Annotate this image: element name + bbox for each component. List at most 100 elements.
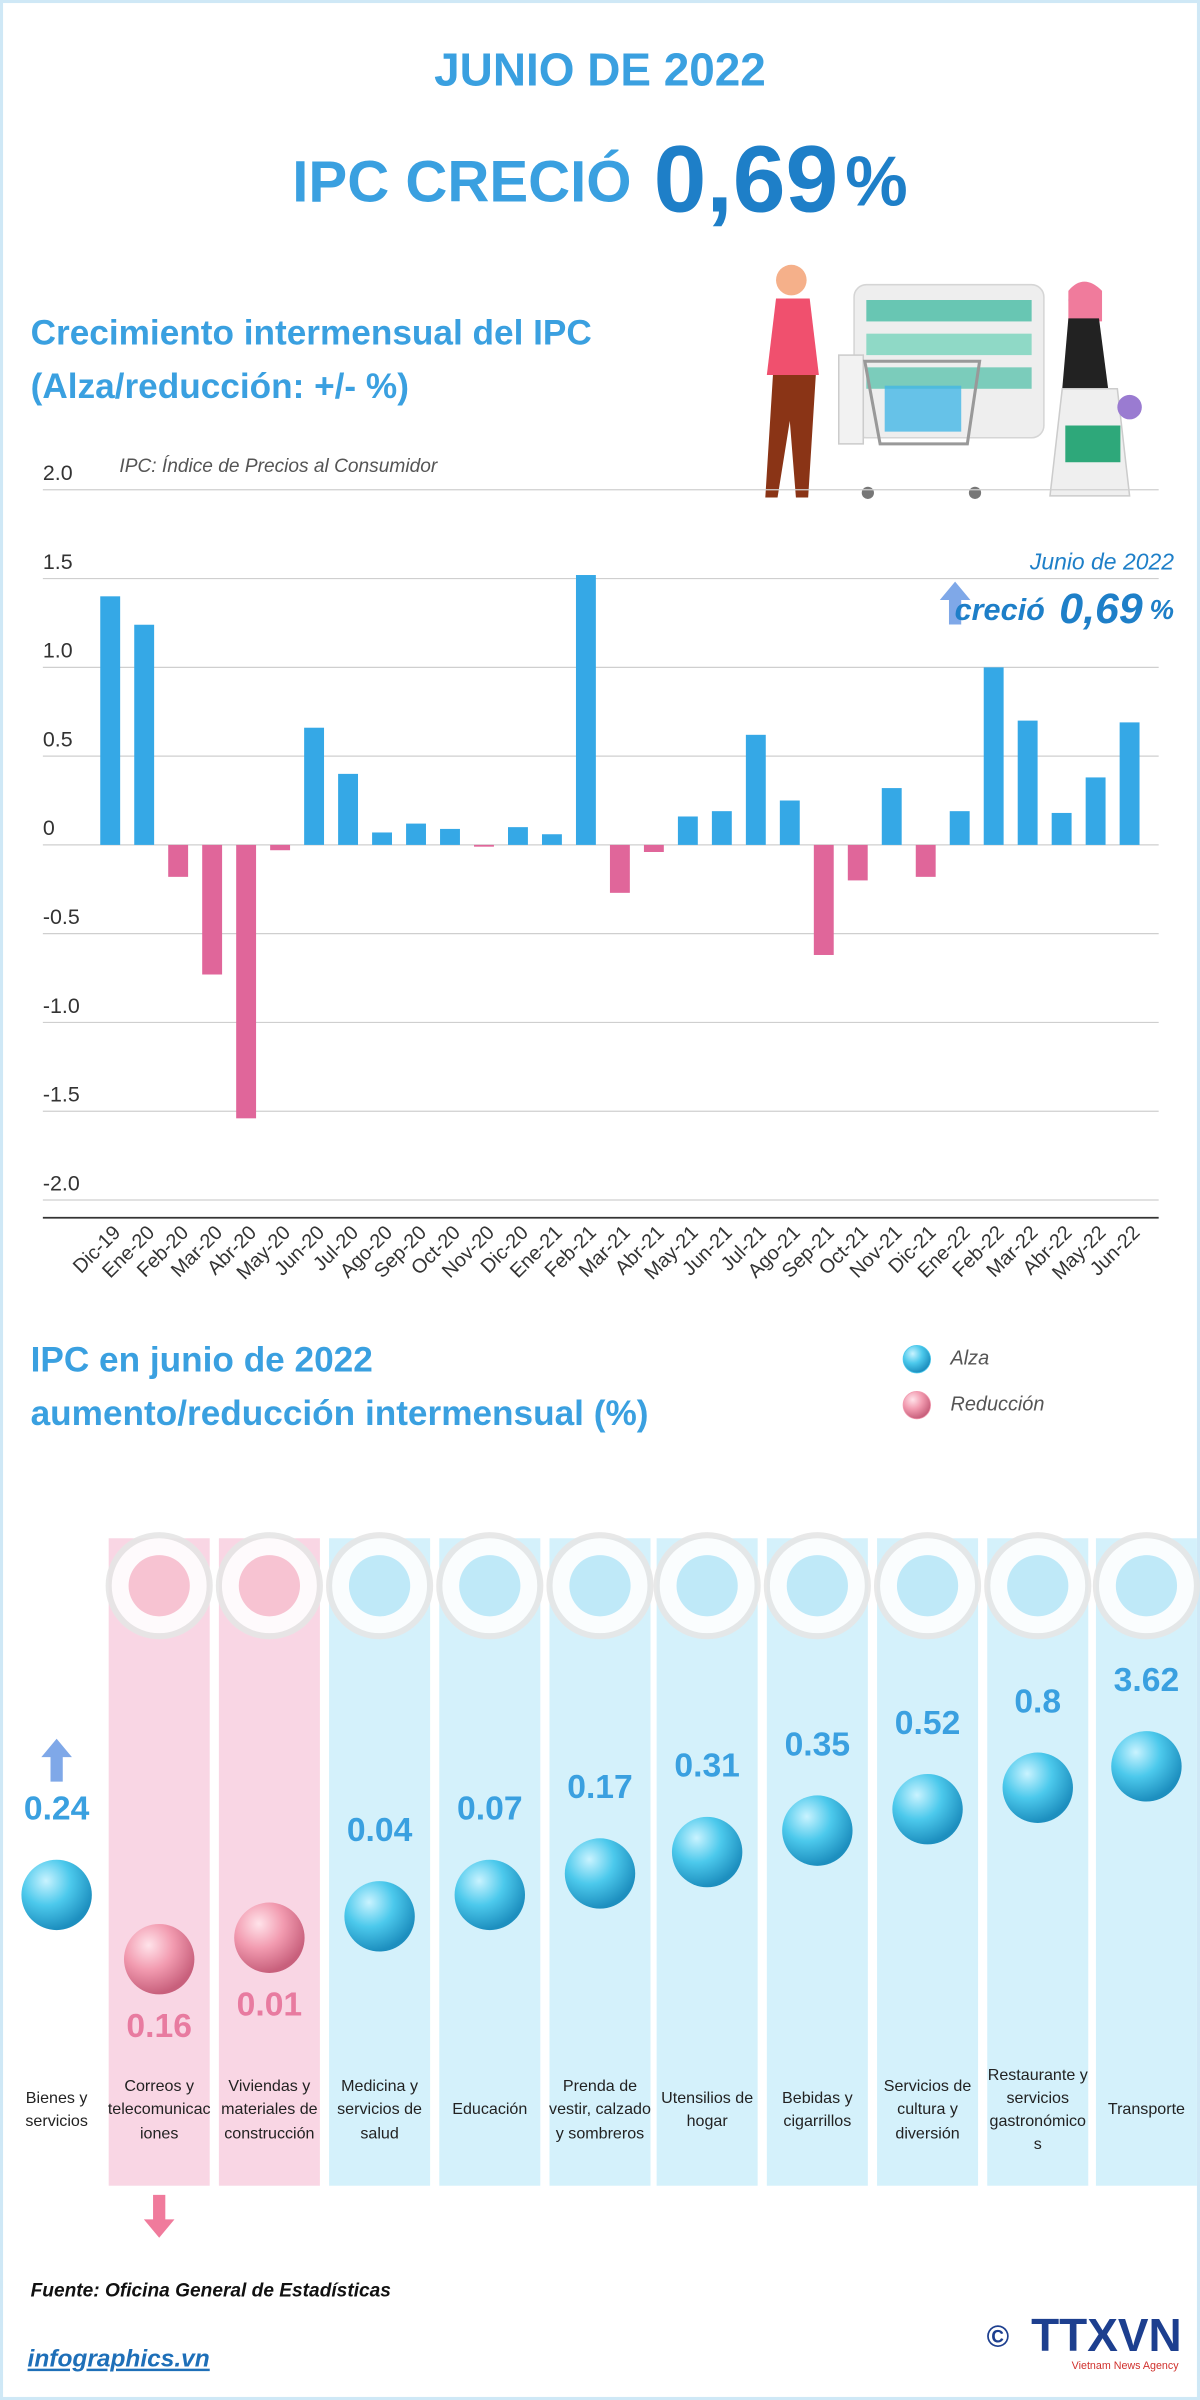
category-label: Educación	[452, 2100, 528, 2119]
dot	[564, 1838, 636, 1909]
bar	[915, 844, 936, 877]
value-label: 3.62	[1114, 1662, 1180, 1699]
value-label: 0.31	[674, 1748, 740, 1785]
bar	[609, 844, 630, 893]
value-label: 0.35	[785, 1726, 851, 1763]
category-label: Medicina y servicios de salud	[337, 2077, 423, 2143]
bar	[1085, 777, 1106, 845]
bar	[949, 811, 970, 845]
category-label: Prenda de vestir, calzado y sombreros	[549, 2077, 651, 2143]
agency: Vietnam News Agency	[1072, 2360, 1180, 2372]
legend-marker	[902, 1345, 931, 1374]
legend-marker	[902, 1390, 931, 1420]
chart-title: IPC en junio de 2022	[31, 1341, 373, 1380]
category-label-box: Transporte	[1107, 2100, 1185, 2119]
category-label: Restaurante y servicios gastronómicos	[987, 2065, 1088, 2154]
bar	[270, 844, 291, 851]
bar	[372, 832, 392, 845]
y-tick-label: -1.0	[43, 994, 80, 1018]
category-label: Transporte	[1107, 2100, 1185, 2119]
bar	[474, 844, 494, 847]
category-label-box: Viviendas y materiales de construcción	[221, 2077, 318, 2143]
category-label: Servicios de cultura y diversión	[883, 2077, 972, 2143]
bar	[779, 800, 800, 845]
chart-subtitle: aumento/reducción intermensual (%)	[31, 1394, 649, 1433]
dot	[344, 1881, 415, 1952]
bar	[881, 788, 902, 845]
annotation-value: 0,69	[1059, 586, 1143, 634]
category-icon-inner	[786, 1555, 848, 1617]
headline: IPC CRECIÓ 0,69 %	[292, 127, 907, 233]
down-arrow	[143, 2194, 175, 2238]
bar	[440, 828, 460, 845]
category-label: Bebidas y cigarrillos	[782, 2088, 853, 2131]
category-column	[329, 1538, 431, 2186]
category-icon-inner	[348, 1555, 411, 1617]
category-label-box: Servicios de cultura y diversión	[883, 2077, 972, 2143]
y-tick-label: -1.5	[43, 1083, 80, 1107]
category-label-box: Restaurante y servicios gastronómicos	[987, 2065, 1088, 2154]
headline-text: IPC CRECIÓ	[292, 150, 631, 215]
bar	[338, 773, 359, 845]
category-icon-inner	[1007, 1555, 1069, 1617]
dot	[892, 1773, 963, 1845]
category-column	[987, 1538, 1089, 2186]
value-label: 0.01	[237, 1987, 303, 2024]
category-label: Correos y telecomunicaciones	[107, 2077, 211, 2143]
illustration	[765, 264, 1142, 499]
bar	[847, 844, 868, 881]
chart-subtitle: (Alza/reducción: +/- %)	[31, 367, 409, 406]
category-icon-inner	[128, 1555, 190, 1617]
category-column	[108, 1538, 210, 2186]
value-label: 0.16	[126, 2008, 192, 2045]
chart-title: Crecimiento intermensual del IPC	[31, 314, 592, 353]
header-title: JUNIO DE 2022	[434, 44, 766, 96]
bar	[168, 844, 189, 877]
category-icon-inner	[676, 1555, 738, 1617]
value-label: 0.8	[1014, 1683, 1061, 1720]
bar	[677, 816, 698, 845]
dot	[1002, 1752, 1073, 1823]
dot	[234, 1902, 305, 1973]
category-icon-inner	[459, 1555, 521, 1617]
bar	[1119, 722, 1140, 845]
bar	[643, 844, 664, 852]
value-label: 0.17	[567, 1769, 633, 1806]
dot	[1111, 1731, 1182, 1802]
category-column	[877, 1538, 979, 2186]
logo: TTXVN	[1031, 2309, 1181, 2361]
y-tick-label: -2.0	[43, 1171, 80, 1195]
legend-label: Reducción	[951, 1393, 1045, 1415]
category-label-box: Educación	[452, 2100, 528, 2119]
bar	[202, 844, 223, 975]
y-tick-label: -0.5	[43, 905, 80, 929]
category-column	[218, 1538, 320, 2186]
bar	[508, 827, 528, 845]
value-label: 0.07	[457, 1791, 523, 1828]
bar	[1017, 720, 1038, 845]
category-icon-inner	[238, 1555, 300, 1617]
source: Fuente: Oficina General de Estadísticas	[31, 2280, 391, 2301]
value-label: 0.04	[347, 1812, 413, 1849]
category-icon-inner	[896, 1555, 959, 1617]
website: infographics.vn	[28, 2346, 210, 2373]
y-tick-label: 2.0	[43, 461, 73, 485]
bar	[711, 811, 732, 845]
category-label-box: Utensilios de hogar	[661, 2089, 753, 2131]
dot	[454, 1859, 525, 1931]
category-icon-inner	[569, 1555, 631, 1617]
category-icon-inner	[1115, 1555, 1178, 1617]
headline-value: 0,69	[654, 127, 839, 233]
bar	[134, 624, 155, 845]
category-label-box: Medicina y servicios de salud	[337, 2077, 423, 2143]
annotation-text: creció	[955, 593, 1045, 627]
category-label: Bienes y servicios	[25, 2088, 88, 2131]
y-tick-label: 0.5	[43, 727, 73, 751]
legend-label: Alza	[950, 1347, 990, 1369]
category-label: Viviendas y materiales de construcción	[221, 2077, 318, 2143]
copyright: ©	[987, 2320, 1010, 2354]
dot	[782, 1795, 853, 1866]
y-tick-label: 1.0	[43, 639, 73, 663]
value-label: 0.24	[24, 1791, 90, 1828]
